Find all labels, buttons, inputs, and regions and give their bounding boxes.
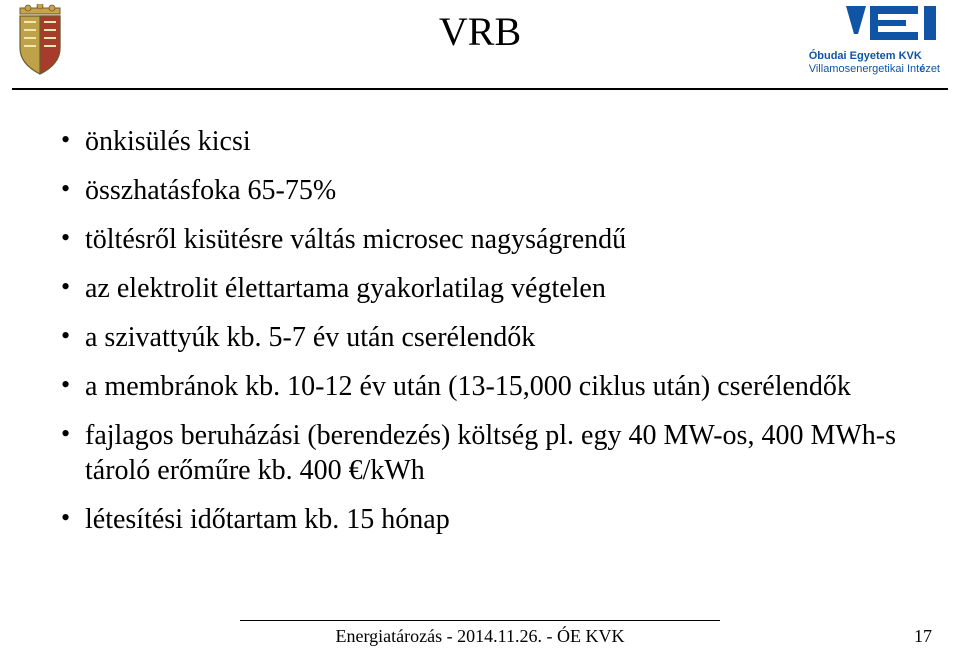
header-rule [12, 88, 948, 90]
footer-rule [240, 620, 720, 621]
list-item: a membránok kb. 10-12 év után (13-15,000… [85, 369, 900, 404]
footer-text: Energiatározás - 2014.11.26. - ÓE KVK [0, 626, 960, 647]
vei-line1: Óbudai Egyetem KVK [809, 50, 940, 63]
vei-logo: Óbudai Egyetem KVK Villamosenergetikai I… [800, 4, 940, 77]
vei-line2: Villamosenergetikai Intézet [809, 63, 940, 76]
list-item: önkisülés kicsi [85, 124, 900, 159]
list-item: összhatásfoka 65-75% [85, 173, 900, 208]
list-item: a szivattyúk kb. 5-7 év után cserélendők [85, 320, 900, 355]
list-item: létesítési időtartam kb. 15 hónap [85, 502, 900, 537]
page-number: 17 [914, 626, 932, 647]
list-item: az elektrolit élettartama gyakorlatilag … [85, 271, 900, 306]
list-item: fajlagos beruházási (berendezés) költség… [85, 418, 900, 488]
bullet-list: önkisülés kicsi összhatásfoka 65-75% töl… [60, 124, 900, 551]
list-item: töltésről kisütésre váltás microsec nagy… [85, 222, 900, 257]
header: VRB Óbudai Egyetem KVK Villamosenergetik… [0, 0, 960, 92]
